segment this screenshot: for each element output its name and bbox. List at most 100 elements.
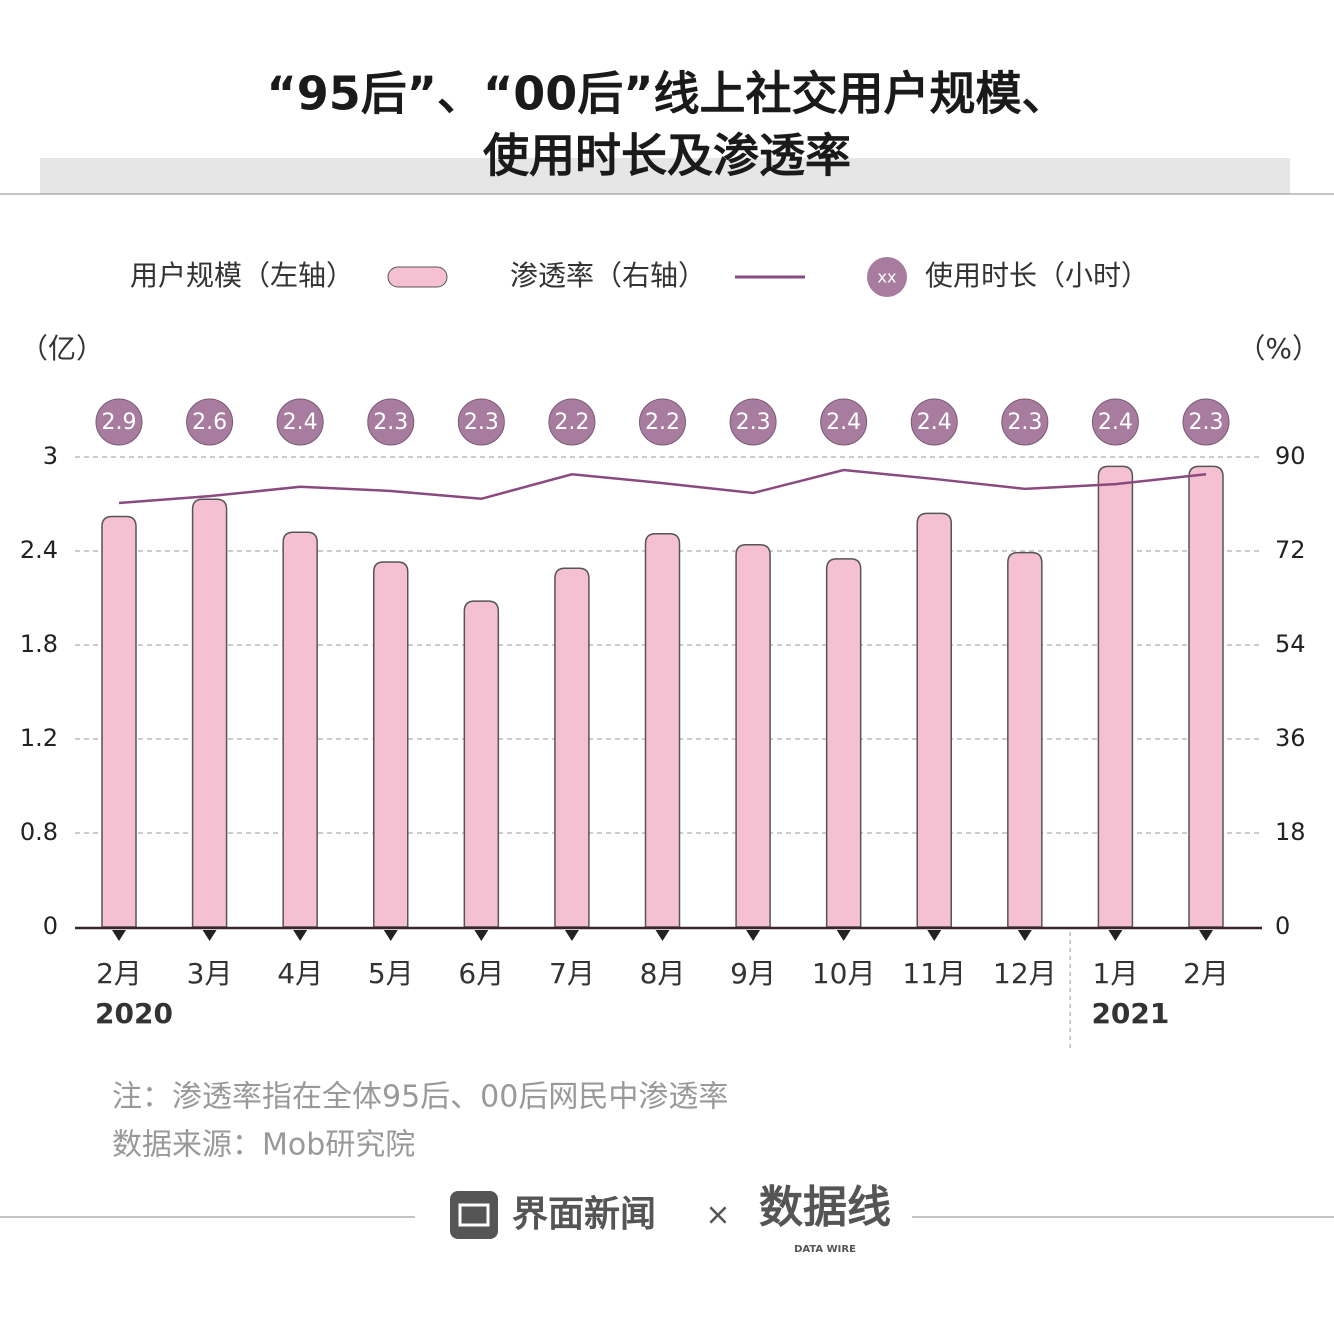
x-tick-label: 11月 (902, 957, 966, 990)
y2-tick-label: 18 (1275, 818, 1306, 846)
tick-marker (836, 930, 851, 941)
x-tick-label: 7月 (549, 957, 595, 990)
brand-icon (450, 1191, 498, 1239)
duration-bubble (639, 398, 686, 446)
duration-bubble (1001, 398, 1049, 446)
data-label: 2.3 (373, 410, 408, 435)
footer-brand: 界面新闻 (512, 1194, 656, 1235)
bar (191, 498, 228, 928)
y2-tick-label: 90 (1275, 442, 1306, 470)
legend-marker-text: xx (878, 268, 897, 287)
tick-marker (1017, 930, 1032, 941)
brand-icon-mark (458, 1203, 490, 1227)
data-label: 2.3 (736, 410, 771, 435)
tick-marker (927, 930, 942, 941)
chart-title: “95后”、“00后”线上社交用户规模、 (267, 67, 1068, 121)
data-label: 2.4 (826, 410, 861, 435)
bar (101, 515, 137, 928)
x-tick-label: 2月 (1183, 957, 1229, 990)
legend-label: 用户规模（左轴） (130, 259, 354, 292)
data-label: 2.4 (1098, 410, 1133, 435)
legend-swatch (387, 266, 448, 288)
bar (373, 561, 409, 928)
y-tick-label: 0.8 (20, 818, 58, 846)
data-label: 2.6 (192, 410, 227, 435)
y-tick-label: 2.4 (20, 536, 58, 564)
duration-bubble (276, 398, 324, 446)
data-label: 2.3 (464, 410, 499, 435)
tick-marker (474, 930, 489, 941)
tick-marker (202, 930, 217, 941)
duration-bubble (457, 398, 505, 446)
bar (916, 512, 952, 928)
x-tick-label: 8月 (640, 957, 686, 990)
legend-label: 渗透率（右轴） (510, 259, 706, 292)
y2-axis-unit: （%） (1237, 332, 1320, 365)
x-tick-label: 1月 (1093, 957, 1139, 990)
y-tick-label: 1.2 (20, 724, 58, 752)
legend-label: 使用时长（小时） (925, 259, 1149, 292)
x-tick-label: 3月 (187, 957, 233, 990)
y2-tick-label: 0 (1275, 912, 1290, 940)
line (118, 468, 1207, 505)
bar (1007, 551, 1043, 928)
data-label: 2.2 (554, 410, 589, 435)
y-tick-label: 0 (43, 912, 58, 940)
year-label: 2020 (95, 997, 173, 1030)
title-band (40, 158, 1290, 194)
tick-marker (1108, 930, 1123, 941)
data-label: 2.3 (1189, 410, 1224, 435)
duration-bubble (186, 398, 234, 446)
x-tick-label: 4月 (277, 957, 323, 990)
data-label: 2.4 (917, 410, 952, 435)
bar (1097, 465, 1134, 928)
chart-title: 使用时长及渗透率 (483, 129, 851, 183)
tick-marker (746, 930, 761, 941)
year-label: 2021 (1091, 997, 1169, 1030)
bar (463, 600, 500, 928)
bar (825, 558, 862, 928)
duration-bubble (367, 398, 415, 446)
data-label: 2.2 (645, 410, 680, 435)
y2-tick-label: 72 (1275, 536, 1306, 564)
bar (1188, 465, 1224, 928)
bar (554, 567, 590, 928)
duration-bubble (1182, 398, 1230, 446)
bar (644, 533, 681, 928)
tick-marker (112, 930, 126, 941)
tick-marker (1199, 930, 1213, 941)
duration-bubble (95, 398, 143, 446)
duration-bubble (1091, 398, 1139, 446)
tick-marker (655, 930, 670, 941)
y-tick-label: 3 (43, 442, 58, 470)
x-tick-label: 9月 (730, 957, 776, 990)
y-tick-label: 1.8 (20, 630, 58, 658)
data-label: 2.4 (283, 410, 318, 435)
data-label: 2.3 (1007, 410, 1042, 435)
bar (735, 543, 771, 928)
x-tick-label: 6月 (458, 957, 504, 990)
x-tick-label: 2月 (96, 957, 142, 990)
tick-marker (293, 930, 308, 941)
footer-partner-sub: DATA WIRE (794, 1244, 856, 1255)
footer-partner: 数据线 (759, 1182, 891, 1233)
y2-tick-label: 54 (1275, 630, 1306, 658)
tick-marker (383, 930, 398, 941)
duration-bubble (729, 398, 777, 446)
bar (282, 531, 318, 928)
source: 数据来源：Mob研究院 (112, 1128, 415, 1163)
footer-separator: × (705, 1198, 730, 1233)
duration-bubble (910, 398, 958, 446)
duration-bubble (820, 398, 868, 446)
note: 注：渗透率指在全体95后、00后网民中渗透率 (112, 1080, 728, 1115)
y2-tick-label: 36 (1275, 724, 1306, 752)
x-tick-label: 10月 (812, 957, 876, 990)
y-axis-unit: （亿） (20, 332, 104, 365)
x-tick-label: 5月 (368, 957, 414, 990)
duration-bubble (548, 398, 596, 446)
x-tick-label: 12月 (993, 957, 1057, 990)
tick-marker (564, 930, 579, 941)
legend-swatch (867, 257, 907, 297)
data-label: 2.9 (102, 410, 137, 435)
